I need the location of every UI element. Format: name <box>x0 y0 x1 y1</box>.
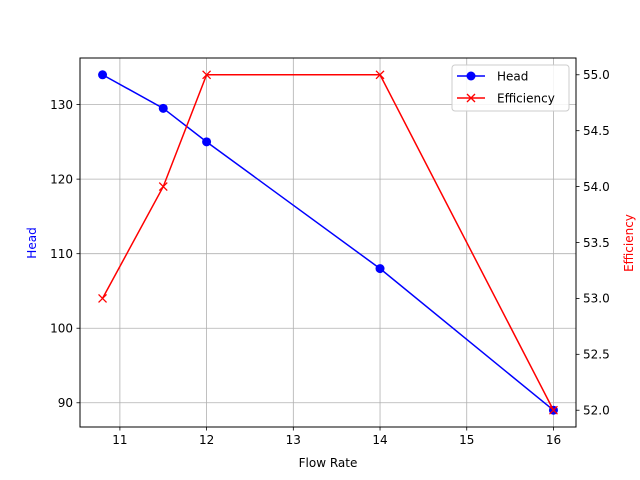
y2-tick-label: 55.0 <box>583 68 610 82</box>
y2-tick-label: 52.0 <box>583 404 610 418</box>
legend-label-efficiency: Efficiency <box>497 92 555 106</box>
x-marker-icon <box>466 93 476 103</box>
plot-series <box>98 70 558 415</box>
data-point <box>548 405 558 415</box>
legend-entry-head: Head <box>457 70 528 84</box>
x-tick-label: 12 <box>199 433 214 447</box>
y2-tick-label: 54.5 <box>583 124 610 138</box>
y-axis-ticks-right: 52.0 52.5 53.0 53.5 54.0 54.5 55.0 <box>576 68 610 418</box>
y2-tick-label: 54.0 <box>583 180 610 194</box>
y2-tick-label: 53.5 <box>583 236 610 250</box>
data-point <box>158 182 168 192</box>
y2-tick-label: 52.5 <box>583 348 610 362</box>
x-axis-label: Flow Rate <box>299 456 358 470</box>
data-point <box>98 293 108 303</box>
y-axis-label-right: Efficiency <box>622 214 636 272</box>
x-tick-label: 13 <box>286 433 301 447</box>
series-efficiency <box>98 70 558 415</box>
data-point <box>202 137 212 147</box>
data-point <box>98 70 108 80</box>
data-point <box>158 103 168 113</box>
y-axis-label-left: Head <box>25 227 39 258</box>
data-point <box>375 264 385 274</box>
legend: Head Efficiency <box>451 64 570 112</box>
circle-marker-icon <box>466 71 476 81</box>
y-axis-ticks-left: 90 100 110 120 130 <box>50 98 80 410</box>
x-tick-label: 11 <box>112 433 127 447</box>
y-tick-label: 110 <box>50 247 73 261</box>
legend-label-head: Head <box>497 70 528 84</box>
x-tick-label: 16 <box>546 433 561 447</box>
x-tick-label: 15 <box>459 433 474 447</box>
data-point <box>375 70 385 80</box>
y-tick-label: 90 <box>58 396 73 410</box>
y-tick-label: 100 <box>50 322 73 336</box>
y-tick-label: 130 <box>50 98 73 112</box>
legend-entry-efficiency: Efficiency <box>457 92 555 106</box>
data-point <box>202 70 212 80</box>
x-tick-label: 14 <box>372 433 387 447</box>
x-axis-ticks: 11 12 13 14 15 16 <box>112 427 561 447</box>
y-tick-label: 120 <box>50 172 73 186</box>
y2-tick-label: 53.0 <box>583 292 610 306</box>
